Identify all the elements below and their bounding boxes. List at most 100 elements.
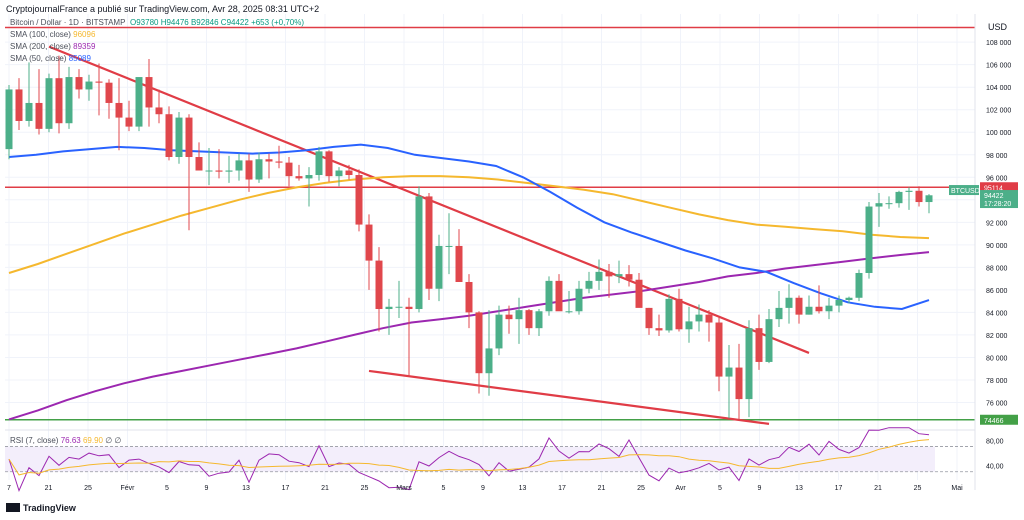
candle-body: [95, 81, 103, 83]
instrument-legend[interactable]: Bitcoin / Dollar · 1D · BITSTAMP: [10, 18, 125, 27]
time-tick-label: 25: [637, 485, 645, 492]
candle-body: [195, 157, 203, 171]
price-tick-label: 78 000: [986, 378, 1008, 385]
candle-body: [185, 117, 193, 158]
candle-body: [615, 274, 623, 277]
candle-body: [305, 175, 313, 179]
candle-body: [475, 312, 483, 374]
ohlc-change: +653 (+0,70%): [251, 18, 304, 27]
candle-body: [715, 322, 723, 377]
candle-body: [655, 328, 663, 331]
rsi-tick-label: 40,00: [986, 463, 1004, 470]
candle-body: [895, 191, 903, 204]
candle-body: [705, 314, 713, 323]
rsi-ma-line: [8, 439, 930, 476]
candle-body: [675, 298, 683, 330]
ohlc-close: C94422: [220, 18, 249, 27]
time-tick-label: 21: [874, 485, 882, 492]
price-tick-label: 104 000: [986, 85, 1011, 92]
sma200-value: 89359: [73, 42, 96, 51]
resistance-tag-text: 95114: [984, 185, 1003, 192]
candle-body: [435, 245, 443, 289]
sma50-label: SMA (50, close): [10, 54, 67, 63]
price-tick-label: 80 000: [986, 355, 1008, 362]
price-tick-label: 108 000: [986, 40, 1011, 47]
price-axis[interactable]: 76 000 78 000 80 000 82 000 84 000 86 000 88 0…: [974, 14, 1011, 490]
candle-body: [75, 77, 83, 90]
candle-body: [235, 160, 243, 171]
price-tick-label: 86 000: [986, 288, 1008, 295]
price-tick-label: 98 000: [986, 153, 1008, 160]
candle-body: [295, 176, 303, 179]
rsi-line: [8, 427, 930, 493]
tradingview-icon: [6, 503, 20, 512]
time-tick-label: 5: [718, 485, 722, 492]
candle-body: [375, 260, 383, 310]
candle-body: [755, 328, 763, 362]
chart-lines: [5, 26, 975, 425]
candle-body: [645, 307, 653, 329]
candle-body: [325, 151, 333, 177]
time-tick-label: 17: [558, 485, 566, 492]
time-tick-label: 25: [361, 485, 369, 492]
sma50-legend[interactable]: SMA (50, close) 85089: [10, 54, 91, 63]
candle-body: [795, 297, 803, 315]
candle-body: [415, 196, 423, 310]
price-tick-label: 84 000: [986, 310, 1008, 317]
candle-body: [525, 310, 533, 329]
sma-line-3: [8, 143, 930, 311]
time-tick-label: 5: [442, 485, 446, 492]
candle-body: [785, 297, 793, 308]
candle-body: [285, 162, 293, 177]
currency-label[interactable]: USD: [988, 22, 1008, 32]
candle-body: [165, 114, 173, 158]
candle-body: [915, 190, 923, 203]
candle-body: [135, 77, 143, 127]
candle-body: [85, 81, 93, 90]
candle-body: [815, 306, 823, 312]
candle-body: [395, 306, 403, 308]
candle-body: [925, 195, 933, 203]
candle-body: [545, 280, 553, 312]
candle-body: [625, 274, 633, 280]
time-tick-label: 21: [321, 485, 329, 492]
time-tick-label: 17: [282, 485, 290, 492]
sma200-legend[interactable]: SMA (200, close) 89359: [10, 42, 95, 51]
candle-body: [55, 78, 63, 124]
candle-body: [465, 281, 473, 313]
price-tick-label: 76 000: [986, 400, 1008, 407]
candle-body: [695, 314, 703, 322]
candle-body: [685, 321, 693, 330]
sma50-value: 85089: [68, 54, 91, 63]
rsi-legend[interactable]: RSI (7, close) 76.63 69.90 ∅ ∅: [10, 436, 121, 445]
time-tick-label: 13: [795, 485, 803, 492]
tradingview-logo[interactable]: TradingView: [6, 503, 76, 513]
price-tick-label: 82 000: [986, 333, 1008, 340]
candle-body: [65, 77, 73, 124]
candle-body: [115, 102, 123, 118]
candle-body: [885, 203, 893, 205]
candle-body: [45, 78, 53, 129]
candle-body: [735, 367, 743, 400]
candle-body: [315, 151, 323, 176]
time-tick-label: 17: [835, 485, 843, 492]
candle-body: [145, 77, 153, 108]
time-axis[interactable]: 7 21 25 Févr 5 9 13 17 21 25 Mars 5 9 13 17 21 25 Avr 5 9 13…: [7, 485, 963, 492]
candle-body: [535, 311, 543, 329]
candle-body: [215, 170, 223, 172]
candle-body: [385, 306, 393, 310]
candle-body: [425, 196, 433, 289]
time-tick-label: 9: [205, 485, 209, 492]
candle-body: [875, 203, 883, 207]
candle-body: [445, 245, 453, 247]
candle-body: [845, 297, 853, 301]
candle-body: [5, 89, 13, 150]
time-tick-label: 21: [45, 485, 53, 492]
price-tick-label: 100 000: [986, 130, 1011, 137]
ohlc-low: B92846: [190, 18, 219, 27]
candle-body: [835, 300, 843, 306]
sma100-legend[interactable]: SMA (100, close) 96096: [10, 30, 95, 39]
support-tag-bg: [980, 414, 1018, 425]
candle-body: [515, 310, 523, 320]
